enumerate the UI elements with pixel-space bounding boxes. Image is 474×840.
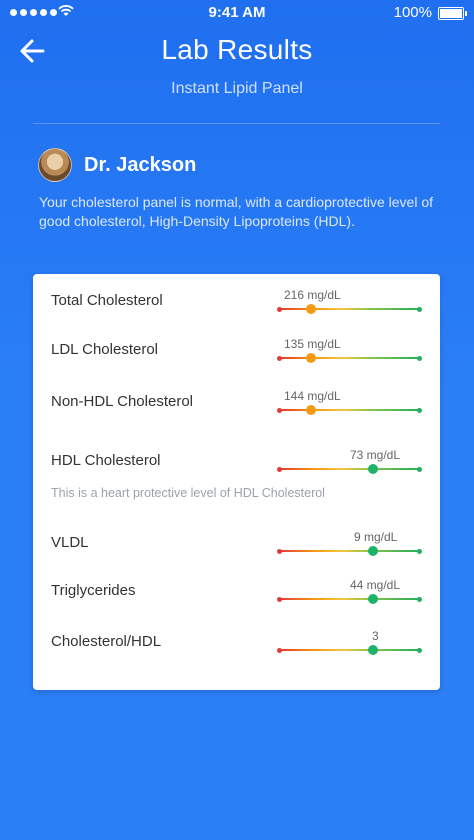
result-label: Total Cholesterol <box>51 292 163 309</box>
result-label: Triglycerides <box>51 582 136 599</box>
page-subtitle: Instant Lipid Panel <box>171 80 303 97</box>
result-label: Cholesterol/HDL <box>51 633 162 650</box>
range-track <box>280 357 419 359</box>
signal-strength-icon <box>10 9 57 16</box>
range-min-dot <box>277 596 282 602</box>
range-min-dot <box>277 407 282 413</box>
range-max-dot <box>417 355 422 361</box>
range-min-dot <box>277 355 282 361</box>
result-value: 73 mg/dL <box>350 448 401 462</box>
status-bar: 9:41 AM 100% <box>0 0 474 26</box>
range-level-marker <box>368 464 379 474</box>
wifi-icon <box>58 5 74 16</box>
range-min-dot <box>277 466 282 472</box>
range-level-marker <box>368 594 379 604</box>
result-row[interactable]: Triglycerides 44 mg/dL <box>33 578 440 620</box>
header-divider <box>33 123 440 124</box>
result-value: 135 mg/dL <box>284 337 341 351</box>
result-row[interactable]: Total Cholesterol 216 mg/dL <box>33 288 440 330</box>
result-label: VLDL <box>51 534 89 551</box>
range-level-marker <box>368 645 379 655</box>
range-level-marker <box>305 405 316 415</box>
range-max-dot <box>417 306 422 312</box>
result-label: HDL Cholesterol <box>51 452 161 469</box>
range-level-marker <box>305 353 316 363</box>
range-track <box>280 409 419 411</box>
result-label: LDL Cholesterol <box>51 341 158 358</box>
battery-percent: 100% <box>393 4 432 21</box>
range-max-dot <box>417 548 422 554</box>
doctor-message: Your cholesterol panel is normal, with a… <box>39 194 434 229</box>
result-row[interactable]: HDL Cholesterol 73 mg/dL <box>33 448 440 490</box>
hdl-note: This is a heart protective level of HDL … <box>51 486 325 500</box>
range-max-dot <box>417 466 422 472</box>
doctor-avatar[interactable] <box>38 148 72 182</box>
range-max-dot <box>417 647 422 653</box>
result-row[interactable]: Non-HDL Cholesterol 144 mg/dL <box>33 389 440 431</box>
range-track <box>280 468 419 470</box>
result-row[interactable]: Cholesterol/HDL 3 <box>33 629 440 671</box>
doctor-header: Dr. Jackson <box>38 148 196 182</box>
result-row[interactable]: VLDL 9 mg/dL <box>33 530 440 572</box>
page-title: Lab Results <box>161 34 313 65</box>
range-max-dot <box>417 596 422 602</box>
result-value: 9 mg/dL <box>354 530 398 544</box>
lab-results-card: This is a heart protective level of HDL … <box>33 274 440 690</box>
result-value: 216 mg/dL <box>284 288 341 302</box>
range-min-dot <box>277 548 282 554</box>
result-value: 3 <box>372 629 379 643</box>
range-level-marker <box>368 546 379 556</box>
range-track <box>280 308 419 310</box>
status-time: 9:41 AM <box>208 4 266 21</box>
result-row[interactable]: LDL Cholesterol 135 mg/dL <box>33 337 440 379</box>
range-min-dot <box>277 647 282 653</box>
back-arrow-icon[interactable] <box>18 37 46 65</box>
range-track <box>280 550 419 552</box>
range-max-dot <box>417 407 422 413</box>
doctor-name: Dr. Jackson <box>84 153 197 176</box>
result-label: Non-HDL Cholesterol <box>51 393 194 410</box>
range-min-dot <box>277 306 282 312</box>
range-track <box>280 598 419 600</box>
result-value: 44 mg/dL <box>350 578 401 592</box>
range-track <box>280 649 419 651</box>
result-value: 144 mg/dL <box>284 389 341 403</box>
battery-icon <box>438 7 467 20</box>
range-level-marker <box>305 304 316 314</box>
